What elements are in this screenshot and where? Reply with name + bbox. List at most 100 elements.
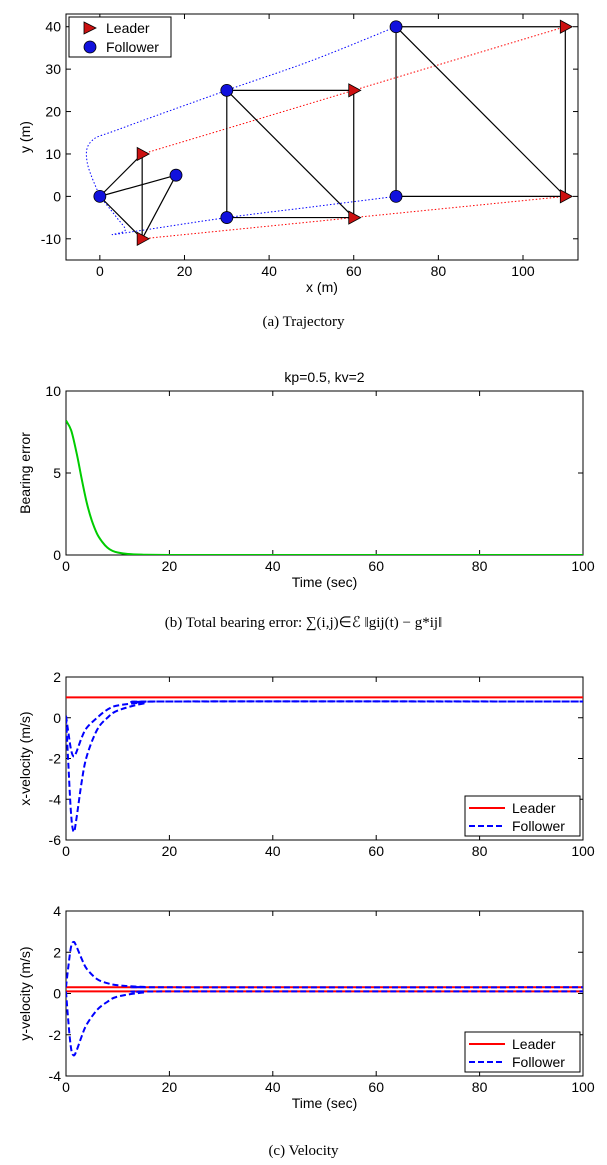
y-tick-label: -2 <box>49 1027 62 1043</box>
x-tick-label: 40 <box>261 263 277 279</box>
trajectory-panel: 0 20 40 60 80 100 -10 0 10 20 30 40 x (m) y (m) Leader… <box>17 13 579 295</box>
leader-marker <box>559 19 574 34</box>
follower-marker <box>220 83 234 97</box>
x-tick-label: 0 <box>62 558 70 574</box>
leader-trajectory-path <box>142 195 566 240</box>
x-axis-label: x (m) <box>306 279 338 295</box>
y-axis-label: y-velocity (m/s) <box>17 946 33 1040</box>
y-tick-label: 20 <box>45 104 61 120</box>
caption-c: (c) Velocity <box>268 1143 339 1159</box>
y-tick-label: 10 <box>45 383 61 399</box>
formation-edge <box>99 153 143 197</box>
follower-marker <box>220 211 234 224</box>
x-tick-label: 80 <box>472 558 488 574</box>
x-tick-label: 60 <box>346 263 362 279</box>
x-tick-label: 20 <box>162 1079 178 1095</box>
legend-box <box>464 1031 581 1073</box>
y-tick-label: -6 <box>49 832 62 848</box>
x-tick-label: 80 <box>472 1079 488 1095</box>
formation-edge <box>99 195 143 240</box>
y-axis-label: x-velocity (m/s) <box>17 711 33 805</box>
x-tick-label: 60 <box>368 843 384 859</box>
y-tick-label: 0 <box>53 547 61 563</box>
y-tick-label: 40 <box>45 19 61 35</box>
x-tick-label: 20 <box>177 263 193 279</box>
legend-leader-marker <box>83 21 97 35</box>
y-tick-label: 5 <box>53 465 61 481</box>
follower-marker <box>93 189 107 203</box>
bearing-error-series-line <box>66 420 583 555</box>
x-tick-label: 60 <box>368 558 384 574</box>
x-tick-label: 0 <box>62 843 70 859</box>
formation-edge <box>141 174 177 240</box>
leader-marker <box>348 83 362 98</box>
x-tick-label: 100 <box>571 843 595 859</box>
legend-leader-label: Leader <box>512 1036 556 1052</box>
x-tick-label: 40 <box>265 1079 281 1095</box>
legend-box <box>464 795 581 837</box>
formation-edge <box>395 26 566 197</box>
y-tick-label: -4 <box>49 1068 62 1084</box>
y-tick-label: 4 <box>53 903 61 919</box>
legend: Leader Follower <box>464 1031 581 1073</box>
x-tick-label: 20 <box>162 843 178 859</box>
x-tick-label: 20 <box>162 558 178 574</box>
x-tick-label: 0 <box>62 1079 70 1095</box>
formation-edge <box>99 174 177 197</box>
legend-follower-label: Follower <box>512 1054 565 1070</box>
y-tick-label: 10 <box>45 146 61 162</box>
x-tick-label: 100 <box>511 263 535 279</box>
y-tick-label: 0 <box>53 986 61 1002</box>
x-tick-label: 0 <box>96 263 104 279</box>
follower-series-line <box>66 700 583 833</box>
leader-marker <box>559 189 574 204</box>
plot-area <box>66 696 583 833</box>
y-tick-label: 0 <box>53 188 61 204</box>
follower-trajectory-path <box>85 26 397 197</box>
y-velocity-panel: 0 20 40 60 80 100 -4 -2 0 2 4 Time (sec) y-velocity … <box>17 903 595 1111</box>
follower-marker <box>169 168 183 182</box>
leader-marker <box>136 231 151 246</box>
legend-follower-label: Follower <box>106 39 159 55</box>
y-tick-label: -4 <box>49 791 62 807</box>
y-tick-label: 0 <box>53 710 61 726</box>
legend-follower-marker <box>83 40 97 54</box>
x-tick-label: 40 <box>265 558 281 574</box>
x-tick-label: 100 <box>571 1079 595 1095</box>
y-tick-label: -2 <box>49 751 62 767</box>
x-axis-label: Time (sec) <box>292 1095 358 1111</box>
y-tick-label: -10 <box>41 231 61 247</box>
follower-marker <box>389 189 403 203</box>
x-tick-label: 80 <box>472 843 488 859</box>
plot-frame <box>65 390 584 556</box>
follower-marker <box>389 20 403 34</box>
chart-title: kp=0.5, kv=2 <box>284 369 364 385</box>
legend: Leader Follower <box>68 16 172 58</box>
legend-leader-label: Leader <box>106 20 150 36</box>
y-tick-label: 30 <box>45 61 61 77</box>
y-tick-label: 2 <box>53 944 61 960</box>
plot-area <box>66 420 583 555</box>
x-tick-label: 80 <box>431 263 447 279</box>
plot-area <box>66 940 583 1057</box>
x-axis-label: Time (sec) <box>292 574 358 590</box>
y-tick-label: 2 <box>53 669 61 685</box>
caption-a: (a) Trajectory <box>262 314 345 330</box>
x-tick-label: 100 <box>571 558 595 574</box>
legend: Leader Follower <box>464 795 581 837</box>
x-tick-label: 60 <box>368 1079 384 1095</box>
plot-area <box>85 19 574 246</box>
formation-edge <box>226 89 355 219</box>
y-axis-label: Bearing error <box>17 432 33 514</box>
caption-b: (b) Total bearing error: ∑(i,j)∈ℰ ‖gij(t… <box>165 615 443 631</box>
follower-series-line <box>66 990 583 1057</box>
follower-series-line <box>66 940 583 989</box>
x-tick-label: 40 <box>265 843 281 859</box>
leader-marker <box>348 210 362 225</box>
legend-leader-label: Leader <box>512 800 556 816</box>
legend-follower-label: Follower <box>512 818 565 834</box>
leader-marker <box>136 146 151 162</box>
x-velocity-panel: 0 20 40 60 80 100 -6 -4 -2 0 2 x-velocity (m/s) Lead… <box>17 669 595 859</box>
y-axis-label: y (m) <box>17 121 33 153</box>
